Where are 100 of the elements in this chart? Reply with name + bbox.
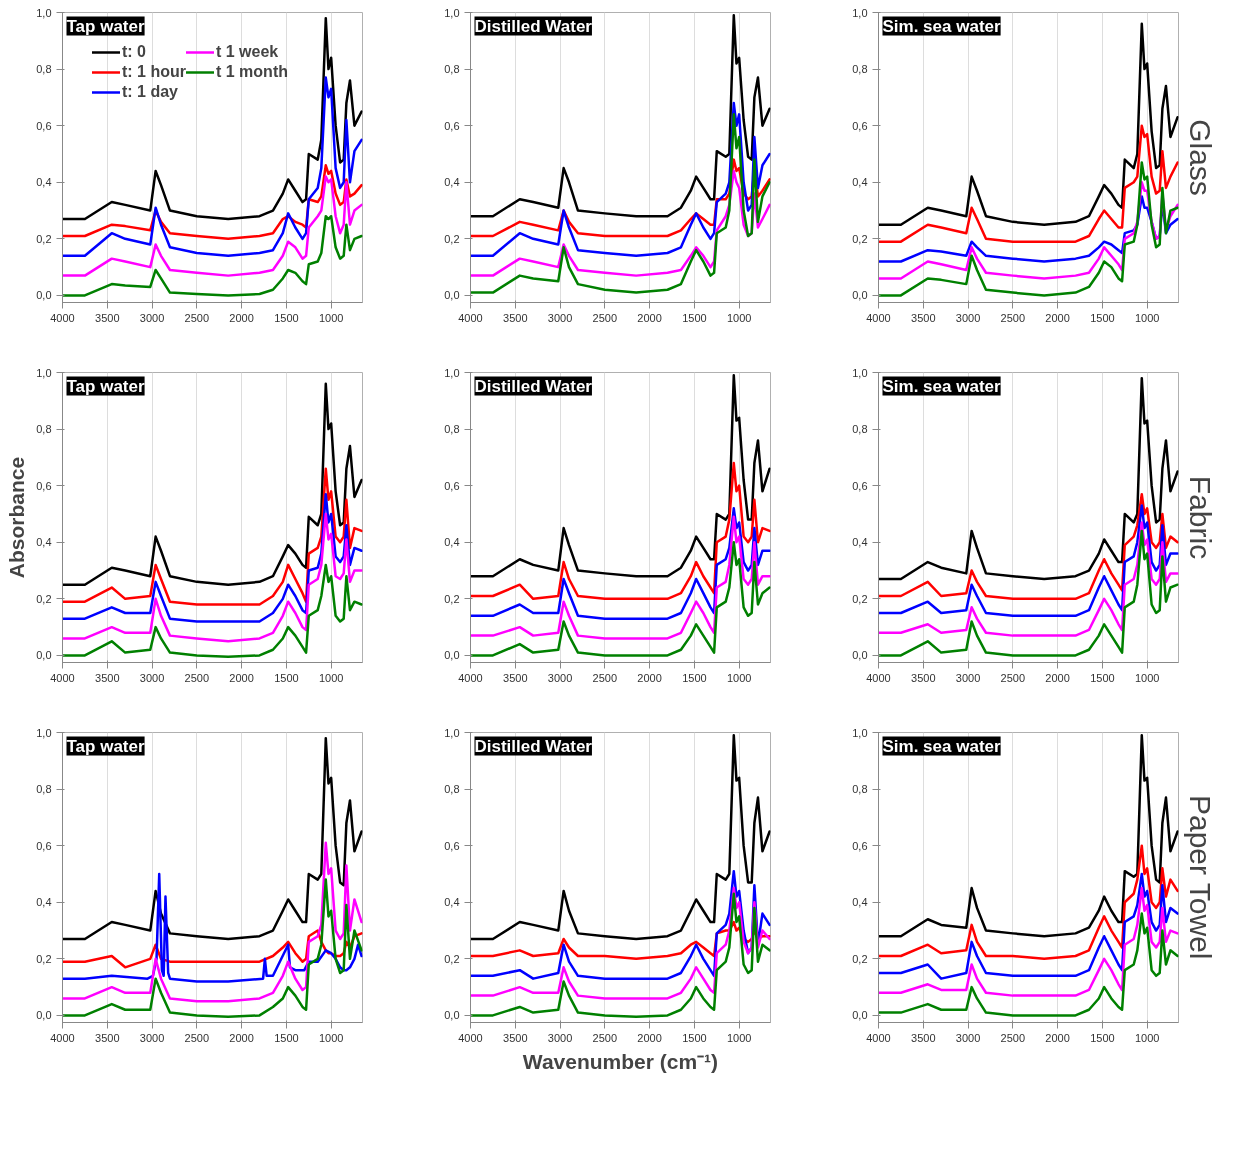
y-tick-label: 0,0: [852, 649, 868, 662]
x-tick-label: 4000: [50, 311, 75, 324]
y-tick-label: 0,6: [36, 839, 52, 852]
x-tick-label: 3000: [547, 311, 573, 324]
y-tick-label: 0,4: [852, 896, 868, 909]
legend-label: t: 1 hour: [122, 63, 186, 81]
y-tick-label: 0,2: [852, 952, 868, 965]
x-tick-label: 3000: [547, 1031, 573, 1044]
y-tick-label: 0,2: [852, 592, 868, 605]
legend-label: t: 0: [122, 43, 146, 61]
y-tick-label: 0,4: [36, 536, 52, 549]
y-tick-label: 0,6: [852, 839, 868, 852]
y-tick-label: 0,8: [36, 423, 52, 436]
y-tick-label: 0,4: [444, 536, 460, 549]
y-tick-label: 0,4: [36, 176, 52, 189]
y-tick-label: 0,6: [852, 479, 868, 492]
x-tick-label: 1000: [1134, 671, 1160, 684]
y-tick-label: 0,6: [36, 479, 52, 492]
y-tick-label: 0,2: [36, 592, 52, 605]
x-tick-label: 3000: [955, 671, 981, 684]
x-tick-label: 2500: [592, 311, 618, 324]
x-tick-label: 3500: [503, 671, 528, 684]
x-tick-label: 1000: [726, 1031, 752, 1044]
x-tick-label: 2000: [637, 1031, 662, 1044]
x-tick-label: 2000: [637, 671, 662, 684]
x-tick-label: 3000: [139, 671, 165, 684]
chart-title: Distilled Water: [474, 16, 593, 36]
x-tick-label: 2500: [1000, 311, 1026, 324]
y-tick-label: 0,6: [444, 479, 460, 492]
x-tick-label: 2500: [184, 1031, 210, 1044]
y-tick-label: 1,0: [852, 366, 868, 379]
y-tick-label: 0,0: [444, 1009, 460, 1022]
chart-title: Distilled Water: [474, 736, 593, 756]
x-tick-label: 1500: [682, 671, 707, 684]
x-tick-label: 1000: [1134, 311, 1160, 324]
x-tick-label: 1500: [1090, 1031, 1115, 1044]
y-tick-label: 0,6: [444, 839, 460, 852]
legend-label: t 1 month: [216, 63, 288, 81]
chart-title: Tap water: [66, 376, 145, 396]
y-tick-label: 0,2: [444, 592, 460, 605]
x-tick-label: 1500: [682, 311, 707, 324]
x-tick-label: 3000: [955, 311, 981, 324]
x-tick-label: 3500: [503, 1031, 528, 1044]
y-tick-label: 0,2: [852, 232, 868, 245]
x-tick-label: 3000: [139, 1031, 165, 1044]
x-tick-label: 3000: [955, 1031, 981, 1044]
x-tick-label: 3500: [95, 671, 120, 684]
x-tick-label: 4000: [866, 671, 891, 684]
x-tick-label: 2000: [637, 311, 662, 324]
chart-title: Sim. sea water: [882, 736, 1001, 756]
y-tick-label: 0,6: [36, 119, 52, 132]
x-tick-label: 1000: [318, 671, 344, 684]
x-tick-label: 1500: [682, 1031, 707, 1044]
y-tick-label: 1,0: [36, 366, 52, 379]
y2-axis-title: Fabric: [1183, 475, 1217, 560]
x-tick-label: 1500: [274, 311, 299, 324]
y-tick-label: 0,0: [36, 289, 52, 302]
y-tick-label: 1,0: [444, 726, 460, 739]
x-tick-label: 1000: [726, 671, 752, 684]
x-tick-label: 4000: [50, 1031, 75, 1044]
x-tick-label: 4000: [866, 311, 891, 324]
x-tick-label: 1000: [726, 311, 752, 324]
y-tick-label: 1,0: [36, 6, 52, 19]
y-tick-label: 0,8: [852, 423, 868, 436]
y-tick-label: 0,0: [852, 289, 868, 302]
chart-title: Distilled Water: [474, 376, 593, 396]
y-tick-label: 1,0: [852, 726, 868, 739]
legend-label: t 1 week: [216, 43, 279, 61]
x-tick-label: 2000: [1045, 311, 1070, 324]
x-tick-label: 4000: [458, 1031, 483, 1044]
y-tick-label: 0,2: [444, 952, 460, 965]
y-tick-label: 0,2: [444, 232, 460, 245]
x-tick-label: 2500: [592, 671, 618, 684]
x-tick-label: 4000: [866, 1031, 891, 1044]
x-tick-label: 2000: [1045, 671, 1070, 684]
x-tick-label: 2500: [1000, 671, 1026, 684]
x-tick-label: 3500: [911, 311, 936, 324]
y-tick-label: 1,0: [852, 6, 868, 19]
x-tick-label: 3500: [95, 311, 120, 324]
y-tick-label: 0,0: [36, 1009, 52, 1022]
x-tick-label: 3500: [503, 311, 528, 324]
y-tick-label: 0,8: [36, 63, 52, 76]
y-tick-label: 0,2: [36, 952, 52, 965]
x-tick-label: 4000: [50, 671, 75, 684]
x-tick-label: 2000: [229, 1031, 254, 1044]
y-tick-label: 0,8: [852, 783, 868, 796]
y-tick-label: 0,0: [444, 649, 460, 662]
y-tick-label: 1,0: [444, 366, 460, 379]
y-tick-label: 0,8: [444, 783, 460, 796]
y-axis-title: Absorbance: [5, 456, 29, 579]
legend-label: t: 1 day: [122, 83, 179, 101]
y-tick-label: 0,6: [444, 119, 460, 132]
y-tick-label: 1,0: [444, 6, 460, 19]
x-tick-label: 2500: [1000, 1031, 1026, 1044]
x-tick-label: 2000: [229, 671, 254, 684]
y-tick-label: 0,8: [444, 423, 460, 436]
y-tick-label: 0,0: [852, 1009, 868, 1022]
x-tick-label: 4000: [458, 671, 483, 684]
y-tick-label: 0,4: [36, 896, 52, 909]
y-tick-label: 0,8: [444, 63, 460, 76]
